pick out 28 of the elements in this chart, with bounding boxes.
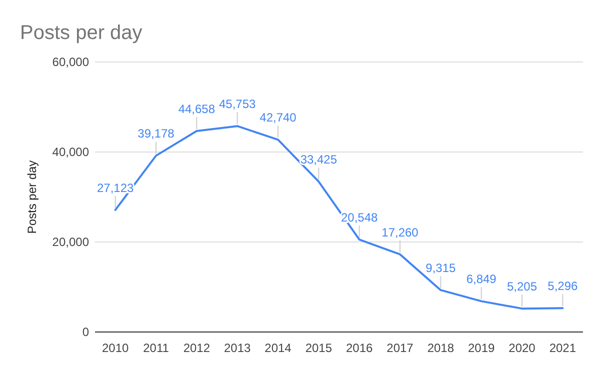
y-tick-label: 60,000 xyxy=(52,55,90,69)
x-tick-label: 2020 xyxy=(508,341,536,355)
x-tick-label: 2021 xyxy=(549,341,576,355)
x-tick-label: 2016 xyxy=(346,341,374,355)
x-tick-label: 2015 xyxy=(305,341,332,355)
data-label: 33,425 xyxy=(300,152,338,167)
data-label: 39,178 xyxy=(138,126,175,141)
data-label: 44,658 xyxy=(178,102,216,116)
data-label: 9,315 xyxy=(426,261,456,276)
x-tick-label: 2017 xyxy=(386,341,414,355)
x-tick-label: 2018 xyxy=(427,341,454,355)
y-tick-label: 40,000 xyxy=(52,145,90,159)
x-tick-label: 2011 xyxy=(143,341,170,355)
x-tick-label: 2012 xyxy=(183,341,210,355)
y-tick-label: 0 xyxy=(82,325,90,339)
data-label: 42,740 xyxy=(260,110,297,125)
y-axis-title: Posts per day xyxy=(25,160,39,234)
x-tick-label: 2013 xyxy=(224,341,252,355)
data-label: 6,849 xyxy=(466,272,497,286)
data-label: 45,753 xyxy=(218,97,256,112)
data-label: 17,260 xyxy=(382,225,419,240)
x-tick-label: 2014 xyxy=(264,341,292,355)
data-label: 5,205 xyxy=(506,280,538,294)
x-tick-label: 2010 xyxy=(102,341,130,355)
chart-title: Posts per day xyxy=(20,22,142,44)
data-label: 5,296 xyxy=(548,279,578,294)
x-tick-label: 2019 xyxy=(468,341,496,355)
y-tick-label: 20,000 xyxy=(52,235,90,249)
